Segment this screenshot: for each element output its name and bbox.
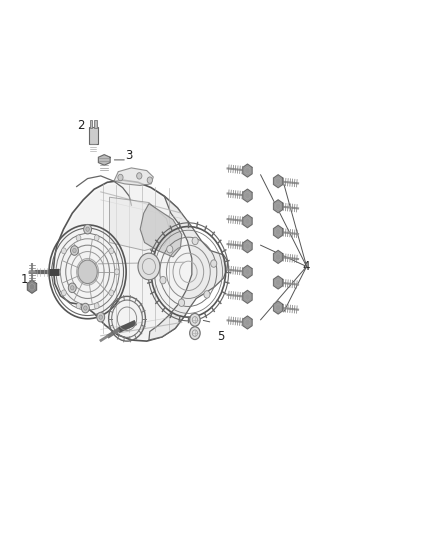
Polygon shape [274, 251, 283, 263]
Polygon shape [243, 316, 252, 329]
Circle shape [68, 283, 76, 293]
Circle shape [115, 269, 119, 274]
Polygon shape [243, 240, 252, 253]
Circle shape [71, 246, 78, 255]
Polygon shape [99, 155, 110, 165]
Circle shape [61, 248, 66, 254]
Polygon shape [56, 183, 198, 339]
Circle shape [99, 315, 102, 319]
Circle shape [78, 260, 97, 284]
Circle shape [190, 327, 200, 340]
Circle shape [61, 290, 66, 296]
Polygon shape [243, 290, 252, 303]
Circle shape [160, 277, 166, 284]
Circle shape [204, 290, 210, 298]
Circle shape [84, 224, 92, 234]
Circle shape [81, 303, 89, 313]
Circle shape [86, 227, 89, 231]
Text: 5: 5 [217, 330, 224, 343]
Circle shape [178, 299, 184, 306]
Text: 3: 3 [125, 149, 132, 162]
Circle shape [211, 260, 217, 267]
Polygon shape [274, 225, 283, 238]
Circle shape [118, 174, 123, 181]
Polygon shape [274, 200, 283, 213]
Polygon shape [243, 215, 252, 228]
Bar [94, 120, 97, 128]
Polygon shape [28, 280, 36, 293]
Circle shape [56, 269, 60, 274]
Text: 2: 2 [77, 119, 85, 132]
Circle shape [94, 303, 99, 309]
Polygon shape [243, 265, 252, 278]
Polygon shape [114, 168, 153, 185]
Text: 4: 4 [303, 260, 311, 273]
Polygon shape [149, 196, 228, 340]
Circle shape [76, 303, 81, 309]
Circle shape [73, 248, 76, 253]
Circle shape [84, 306, 87, 310]
Text: 1: 1 [20, 273, 28, 286]
Polygon shape [110, 197, 171, 251]
Circle shape [76, 235, 81, 241]
Polygon shape [243, 164, 252, 177]
Bar [89, 127, 98, 144]
Polygon shape [274, 301, 283, 314]
Polygon shape [53, 180, 199, 341]
Circle shape [94, 235, 99, 241]
Polygon shape [274, 175, 283, 188]
Circle shape [109, 248, 114, 254]
Polygon shape [140, 204, 182, 257]
Circle shape [71, 286, 74, 290]
Polygon shape [243, 189, 252, 202]
Circle shape [138, 253, 160, 280]
Circle shape [192, 237, 198, 245]
Circle shape [137, 173, 142, 179]
Circle shape [147, 177, 152, 183]
Circle shape [109, 290, 114, 296]
Polygon shape [274, 276, 283, 289]
Circle shape [97, 312, 105, 322]
Circle shape [190, 313, 200, 326]
Circle shape [167, 246, 173, 253]
Bar [90, 120, 92, 128]
